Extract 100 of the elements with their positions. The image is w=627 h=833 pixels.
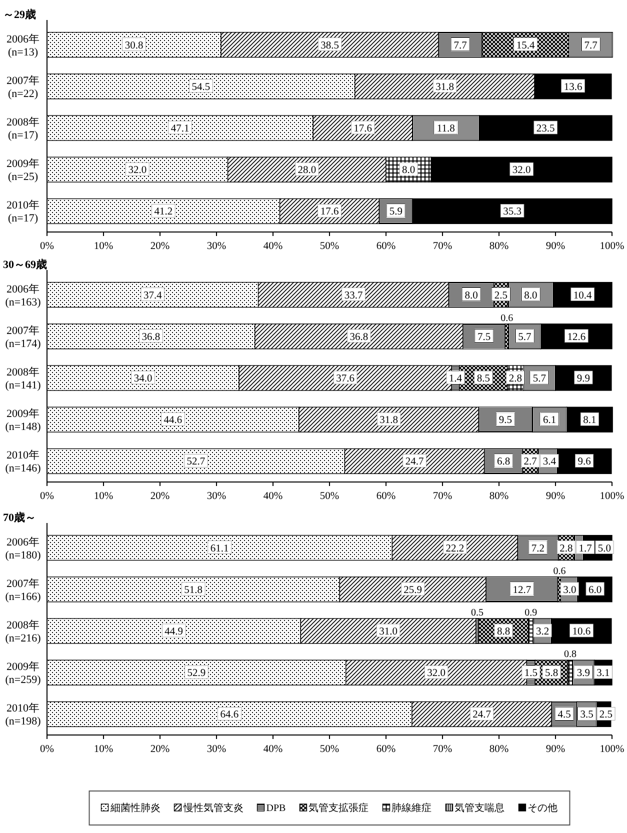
- data-label: 3.4: [542, 456, 557, 468]
- data-label: 1.7: [578, 543, 592, 554]
- data-label: 38.5: [320, 40, 339, 52]
- legend-label: その他: [528, 802, 558, 814]
- legend-label: 細菌性肺炎: [109, 802, 160, 814]
- data-label: 34.0: [134, 374, 152, 384]
- x-tick-label: 30%: [206, 744, 226, 755]
- data-label: 8.0: [464, 290, 478, 302]
- data-label: 37.4: [143, 290, 163, 302]
- data-label: 5.7: [532, 374, 546, 384]
- x-tick-label: 60%: [376, 491, 396, 502]
- x-tick-label: 100%: [600, 241, 624, 252]
- data-label: 31.8: [380, 415, 398, 426]
- legend-label: 気管支拡張症: [308, 802, 369, 814]
- x-tick-label: 40%: [263, 491, 283, 502]
- y-tick-label: 2006年 (n=163): [5, 283, 42, 308]
- x-tick-label: 80%: [489, 241, 509, 252]
- x-tick-label: 10%: [94, 491, 114, 502]
- x-tick-label: 50%: [320, 241, 340, 252]
- data-label: 9.9: [576, 374, 590, 384]
- x-tick-label: 20%: [150, 744, 170, 755]
- data-label: 0.6: [553, 566, 566, 577]
- data-label: 35.3: [503, 206, 522, 218]
- data-label: 3.1: [596, 668, 610, 680]
- y-tick-label: 2007年 (n=174): [5, 324, 42, 350]
- data-label: 8.1: [583, 415, 596, 426]
- legend-label: DPB: [266, 803, 286, 814]
- data-label: 17.6: [320, 206, 339, 218]
- data-label: 1.4: [448, 374, 463, 384]
- data-label: 52.7: [186, 456, 206, 468]
- y-tick-label: 2009年 (n=148): [5, 408, 42, 434]
- x-tick-label: 70%: [432, 744, 452, 755]
- data-label: 36.8: [350, 332, 368, 343]
- data-label: 8.0: [524, 290, 538, 302]
- x-tick-label: 10%: [94, 744, 114, 755]
- chart-title: ～29歳: [3, 8, 36, 21]
- y-tick-label: 2008年 (n=17): [6, 116, 40, 142]
- data-label: 8.8: [496, 626, 510, 638]
- y-tick-label: 2009年 (n=259): [5, 661, 42, 686]
- data-label: 32.0: [427, 668, 446, 680]
- data-label: 23.5: [536, 124, 555, 134]
- data-label: 2.7: [524, 456, 537, 468]
- chart-title: 70歳～: [3, 511, 36, 524]
- data-label: 13.6: [564, 82, 582, 93]
- data-label: 32.0: [512, 165, 531, 176]
- data-label: 3.9: [576, 668, 590, 680]
- data-label: 7.7: [584, 40, 598, 52]
- legend-label: 肺線維症: [392, 802, 432, 814]
- x-tick-label: 0%: [40, 491, 54, 502]
- x-tick-label: 20%: [150, 241, 170, 252]
- y-tick-label: 2008年 (n=216): [5, 620, 42, 644]
- x-tick-label: 70%: [432, 491, 452, 502]
- data-label: 3.0: [563, 584, 576, 596]
- x-tick-label: 70%: [432, 241, 452, 252]
- data-label: 41.2: [154, 206, 173, 218]
- data-label: 22.2: [446, 543, 464, 554]
- data-label: 32.0: [128, 165, 147, 176]
- data-label: 36.8: [142, 332, 160, 343]
- data-label: 0.6: [500, 312, 514, 324]
- data-label: 31.8: [436, 82, 454, 93]
- y-tick-label: 2007年 (n=166): [5, 578, 42, 603]
- data-label: 9.6: [578, 456, 591, 468]
- x-tick-label: 80%: [489, 491, 509, 502]
- x-tick-label: 90%: [546, 491, 566, 502]
- data-label: 24.7: [405, 456, 424, 468]
- x-tick-label: 30%: [206, 491, 226, 502]
- data-label: 31.0: [379, 626, 398, 638]
- data-label: 7.5: [477, 332, 491, 343]
- x-tick-label: 90%: [546, 744, 566, 755]
- data-label: 3.5: [580, 710, 594, 721]
- data-label: 6.8: [496, 456, 510, 468]
- data-label: 9.5: [498, 415, 512, 426]
- data-label: 25.9: [404, 584, 422, 596]
- data-label: 6.1: [543, 415, 556, 426]
- data-label: 47.1: [170, 124, 190, 134]
- data-label: 0.9: [524, 608, 538, 619]
- data-label: 17.6: [354, 124, 372, 134]
- data-label: 30.8: [124, 40, 144, 52]
- data-label: 44.6: [164, 415, 182, 426]
- data-label: 8.5: [476, 374, 490, 384]
- data-label: 61.1: [210, 543, 229, 554]
- x-tick-label: 100%: [600, 491, 624, 502]
- data-label: 0.5: [470, 608, 484, 619]
- y-tick-label: 2006年 (n=180): [5, 536, 42, 562]
- data-label: 12.7: [512, 584, 532, 596]
- x-tick-label: 90%: [546, 241, 566, 252]
- x-tick-label: 20%: [150, 491, 170, 502]
- x-tick-label: 100%: [600, 744, 624, 755]
- y-tick-label: 2009年 (n=25): [6, 158, 40, 184]
- data-label: 3.2: [536, 626, 550, 638]
- data-label: 5.0: [598, 543, 612, 554]
- y-tick-label: 2008年 (n=141): [5, 366, 42, 392]
- x-tick-label: 10%: [94, 241, 114, 252]
- y-tick-label: 2010年 (n=146): [5, 450, 42, 475]
- data-label: 12.6: [567, 332, 586, 343]
- chart-title: 30～69歳: [3, 258, 47, 271]
- data-label: 64.6: [220, 710, 239, 721]
- data-label: 2.8: [508, 374, 522, 384]
- data-label: 10.6: [572, 626, 591, 638]
- data-label: 11.8: [436, 124, 455, 134]
